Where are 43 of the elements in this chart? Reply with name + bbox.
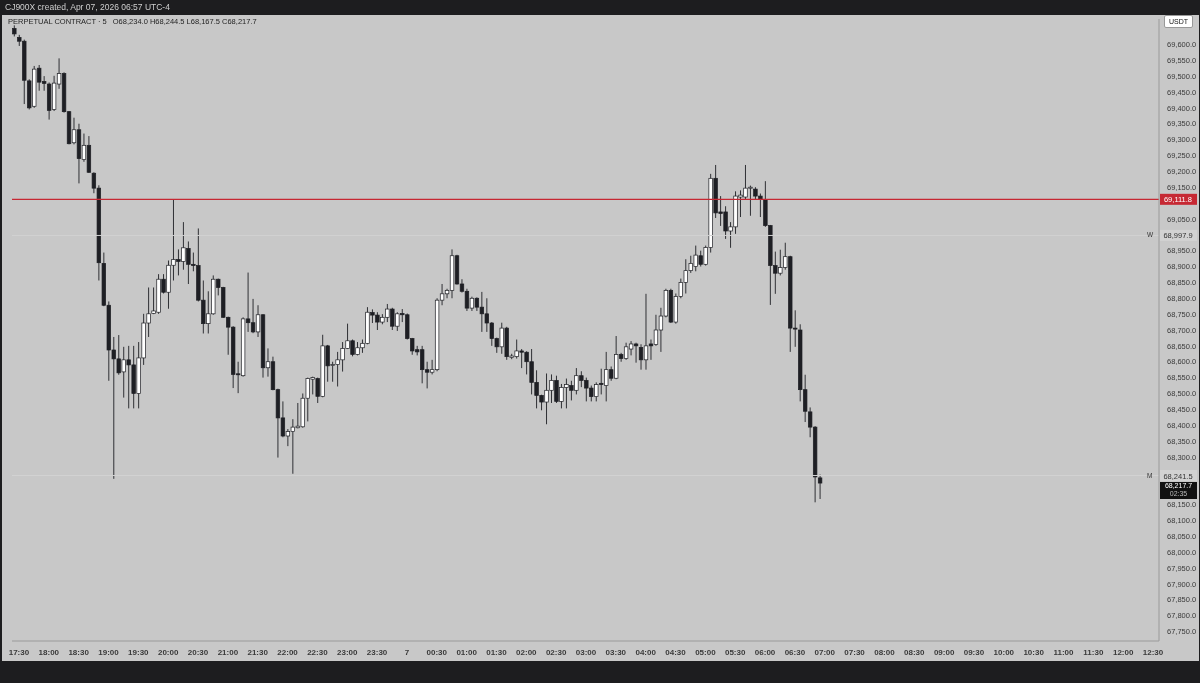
text: CJ900X created, Apr 07, 2026 06:57 UTC-4 [5, 2, 170, 12]
x-tick-label: 18:30 [68, 647, 90, 657]
x-tick-label: 08:30 [904, 647, 926, 657]
x-tick-label: 20:30 [187, 647, 209, 657]
x-tick-label: 12:00 [1112, 647, 1134, 657]
x-tick-label: 20:00 [157, 647, 179, 657]
x-tick-label: 07:00 [814, 647, 836, 657]
x-tick-label: 23:00 [337, 647, 359, 657]
x-tick-label: 11:30 [1083, 647, 1104, 657]
candlestick [250, 298, 256, 334]
x-tick-label: 06:30 [784, 647, 806, 657]
x-tick-label: 06:00 [754, 647, 776, 657]
x-tick-label: 01:00 [456, 647, 478, 657]
x-tick-label: 09:00 [933, 647, 955, 657]
candlestick [638, 343, 644, 371]
x-tick-label: 01:30 [486, 647, 508, 657]
x-tick-label: 21:00 [217, 647, 239, 657]
x-tick-label: 09:30 [963, 647, 985, 657]
candlestick [643, 293, 649, 371]
x-tick-label: 23:30 [366, 647, 388, 657]
x-tick-label: 22:30 [307, 647, 329, 657]
x-tick-label: 08:00 [874, 647, 896, 657]
x-tick-label: 02:00 [516, 647, 538, 657]
x-tick-label: 19:00 [98, 647, 120, 657]
x-tick-label: 03:00 [575, 647, 597, 657]
x-tick-label: 22:00 [277, 647, 299, 657]
x-tick-label: 03:30 [605, 647, 627, 657]
x-tick-label: 04:00 [635, 647, 657, 657]
x-tick-label: 17:30 [8, 647, 30, 657]
x-tick-label: 00:30 [426, 647, 448, 657]
x-tick-label: 05:30 [724, 647, 746, 657]
x-tick-label: 02:30 [545, 647, 567, 657]
x-tick-label: 11:00 [1053, 647, 1075, 657]
x-tick-label: 12:30 [1142, 647, 1164, 657]
x-tick-label: 04:30 [665, 647, 687, 657]
x-tick-label: 21:30 [247, 647, 269, 657]
x-tick-label: 18:00 [38, 647, 60, 657]
x-tick-label: 05:00 [695, 647, 717, 657]
x-tick-label: 19:30 [128, 647, 150, 657]
x-tick-label: 7 [404, 647, 410, 657]
x-tick-label: 10:30 [1023, 647, 1045, 657]
x-tick-label: 07:30 [844, 647, 866, 657]
x-tick-label: 10:00 [993, 647, 1015, 657]
